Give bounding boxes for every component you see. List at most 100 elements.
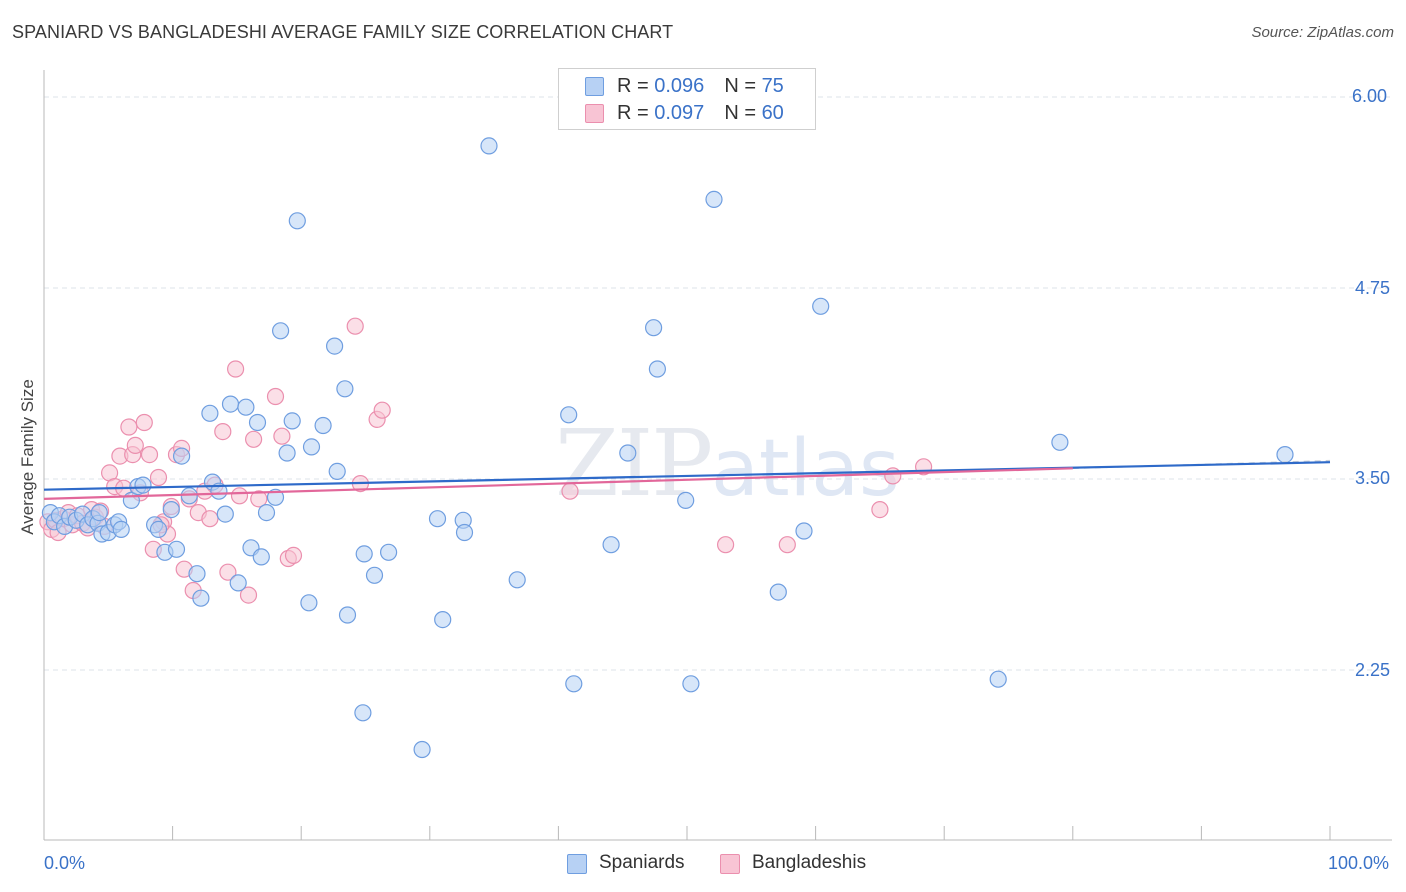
data-point — [682, 675, 700, 693]
chart-title: SPANIARD VS BANGLADESHI AVERAGE FAMILY S… — [12, 22, 674, 42]
legend-label: Bangladeshis — [752, 852, 867, 873]
data-point — [560, 406, 578, 424]
data-point — [284, 546, 303, 565]
n-value: 75 — [761, 75, 784, 97]
data-point — [162, 501, 180, 519]
data-point — [480, 137, 498, 155]
trend-lines — [43, 459, 1331, 500]
data-point — [230, 487, 249, 505]
data-point — [245, 430, 263, 448]
legend-label: Spaniards — [599, 852, 685, 873]
data-point — [149, 520, 168, 539]
data-point — [455, 523, 474, 542]
r-value: 0.096 — [654, 75, 705, 97]
data-point — [336, 380, 354, 398]
x-tick-label-min: 0.0% — [44, 853, 86, 873]
data-point — [716, 536, 735, 554]
data-point — [769, 583, 787, 601]
data-point — [237, 398, 255, 416]
x-tick-label-max: 100.0% — [1328, 853, 1390, 873]
legend-row-text: R = 0.097 N = 60 — [617, 102, 784, 125]
spaniards-swatch — [585, 77, 604, 96]
data-point — [989, 670, 1007, 688]
n-label: N = — [724, 75, 762, 97]
data-point — [705, 190, 723, 208]
data-point — [413, 740, 431, 759]
data-point — [644, 319, 663, 337]
data-point — [795, 522, 813, 540]
data-point — [365, 566, 384, 584]
data-point — [428, 510, 447, 528]
correlation-legend: R = 0.096 N = 75 R = 0.097 N = 60 — [558, 68, 816, 130]
r-value: 0.097 — [654, 102, 705, 124]
bangladeshis-swatch — [585, 104, 604, 123]
data-point — [227, 360, 245, 378]
data-point — [210, 482, 228, 500]
data-point — [328, 462, 346, 480]
data-point — [778, 536, 796, 554]
y-tick-label-4.75: 4.75 — [1355, 278, 1391, 298]
data-point — [314, 416, 332, 435]
data-point — [619, 444, 637, 462]
data-point — [250, 490, 268, 508]
y-tick-label-6.00: 6.00 — [1352, 86, 1388, 106]
data-point — [266, 387, 285, 406]
data-point — [90, 503, 108, 522]
data-point — [188, 565, 206, 583]
y-tick-label-2.25: 2.25 — [1355, 660, 1391, 680]
data-point — [112, 520, 130, 539]
data-point — [221, 395, 240, 413]
data-point — [173, 447, 191, 465]
data-point — [135, 413, 153, 432]
data-point — [1276, 446, 1294, 464]
r-label: R = — [617, 75, 655, 97]
n-label: N = — [724, 102, 762, 124]
data-point — [508, 571, 526, 589]
axes — [43, 70, 1392, 841]
bangladeshis-trend-line — [43, 467, 1073, 500]
data-point — [346, 317, 364, 335]
data-point — [278, 444, 296, 462]
data-point — [192, 589, 210, 607]
data-point — [871, 501, 889, 519]
data-point — [355, 545, 373, 563]
data-point — [326, 337, 344, 355]
data-point — [884, 467, 902, 485]
data-point — [373, 401, 391, 419]
spaniards-points — [41, 137, 1294, 759]
data-point — [272, 322, 290, 340]
spaniards-trend-line — [43, 461, 1331, 491]
data-point — [134, 476, 152, 494]
data-point — [266, 488, 285, 506]
y-tick-label-3.50: 3.50 — [1355, 468, 1391, 488]
data-point — [812, 297, 830, 315]
bangladeshis-points — [39, 317, 933, 604]
data-point — [167, 540, 186, 558]
data-point — [219, 563, 237, 581]
data-point — [288, 212, 306, 230]
data-point — [216, 505, 234, 523]
data-point — [239, 586, 258, 604]
data-point — [229, 574, 247, 592]
data-point — [338, 606, 357, 624]
legend-row-text: R = 0.096 N = 75 — [617, 75, 784, 98]
data-point — [565, 675, 583, 693]
data-point — [248, 413, 267, 432]
data-point — [302, 438, 321, 456]
data-point — [354, 704, 372, 722]
data-point — [648, 360, 667, 378]
legend-item-spaniards[interactable]: Spaniards — [567, 852, 697, 878]
spaniards-swatch — [567, 854, 587, 874]
y-axis-label: Average Family Size — [18, 379, 37, 535]
watermark-atlas: atlas — [711, 424, 900, 514]
data-point — [252, 548, 270, 566]
data-point — [602, 536, 620, 554]
data-point — [273, 427, 291, 445]
data-point — [434, 610, 452, 629]
legend-item-bangladeshis[interactable]: Bangladeshis — [720, 852, 880, 878]
data-point — [677, 491, 695, 509]
data-point — [300, 594, 318, 612]
r-label: R = — [617, 102, 655, 124]
data-point — [140, 446, 159, 464]
data-point — [201, 404, 219, 422]
